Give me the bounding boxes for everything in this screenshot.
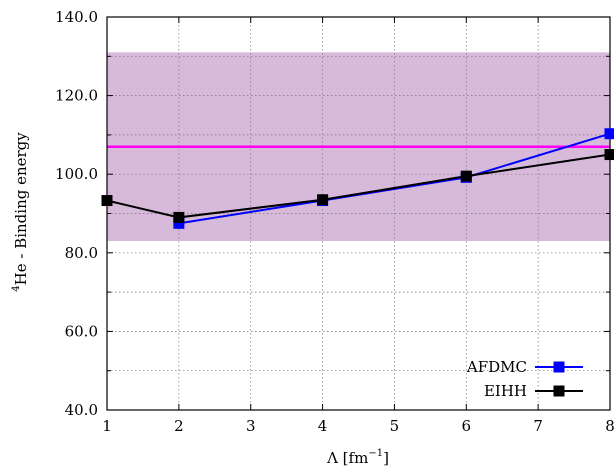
y-tick-label: 120.0: [55, 87, 98, 105]
data-point: [460, 170, 472, 182]
y-tick-label: 80.0: [65, 244, 98, 262]
y-tick-label: 140.0: [55, 8, 98, 26]
data-point: [604, 149, 614, 161]
series-eihh: [101, 149, 614, 223]
x-axis-title: Λ [fm−1]: [326, 448, 389, 467]
data-point: [173, 217, 185, 229]
legend-label: EIHH: [484, 382, 527, 400]
y-tick-label: 60.0: [65, 322, 98, 340]
legend-marker: [553, 385, 565, 397]
axis-ticks: 1 2 3 4 5 6 7 8 40.0 60.0 80.0 100.0 120.0 140.0: [55, 8, 614, 435]
data-point: [604, 128, 614, 140]
data-point: [317, 194, 329, 206]
data-point: [173, 211, 185, 223]
y-tick-label: 40.0: [65, 401, 98, 419]
x-tick-label: 7: [533, 417, 543, 435]
x-tick-label: 2: [174, 417, 184, 435]
series: [101, 128, 614, 229]
legend-label: AFDMC: [466, 358, 527, 376]
x-tick-label: 5: [390, 417, 400, 435]
x-tick-label: 8: [605, 417, 614, 435]
legend-marker: [553, 361, 565, 373]
data-point: [101, 195, 113, 207]
x-tick-label: 1: [102, 417, 112, 435]
y-axis-title: 4He - Binding energy: [11, 132, 30, 292]
y-tick-label: 100.0: [55, 165, 98, 183]
legend: AFDMC EIHH: [466, 358, 583, 400]
x-tick-label: 4: [318, 417, 328, 435]
x-tick-label: 3: [246, 417, 256, 435]
x-tick-label: 6: [462, 417, 472, 435]
